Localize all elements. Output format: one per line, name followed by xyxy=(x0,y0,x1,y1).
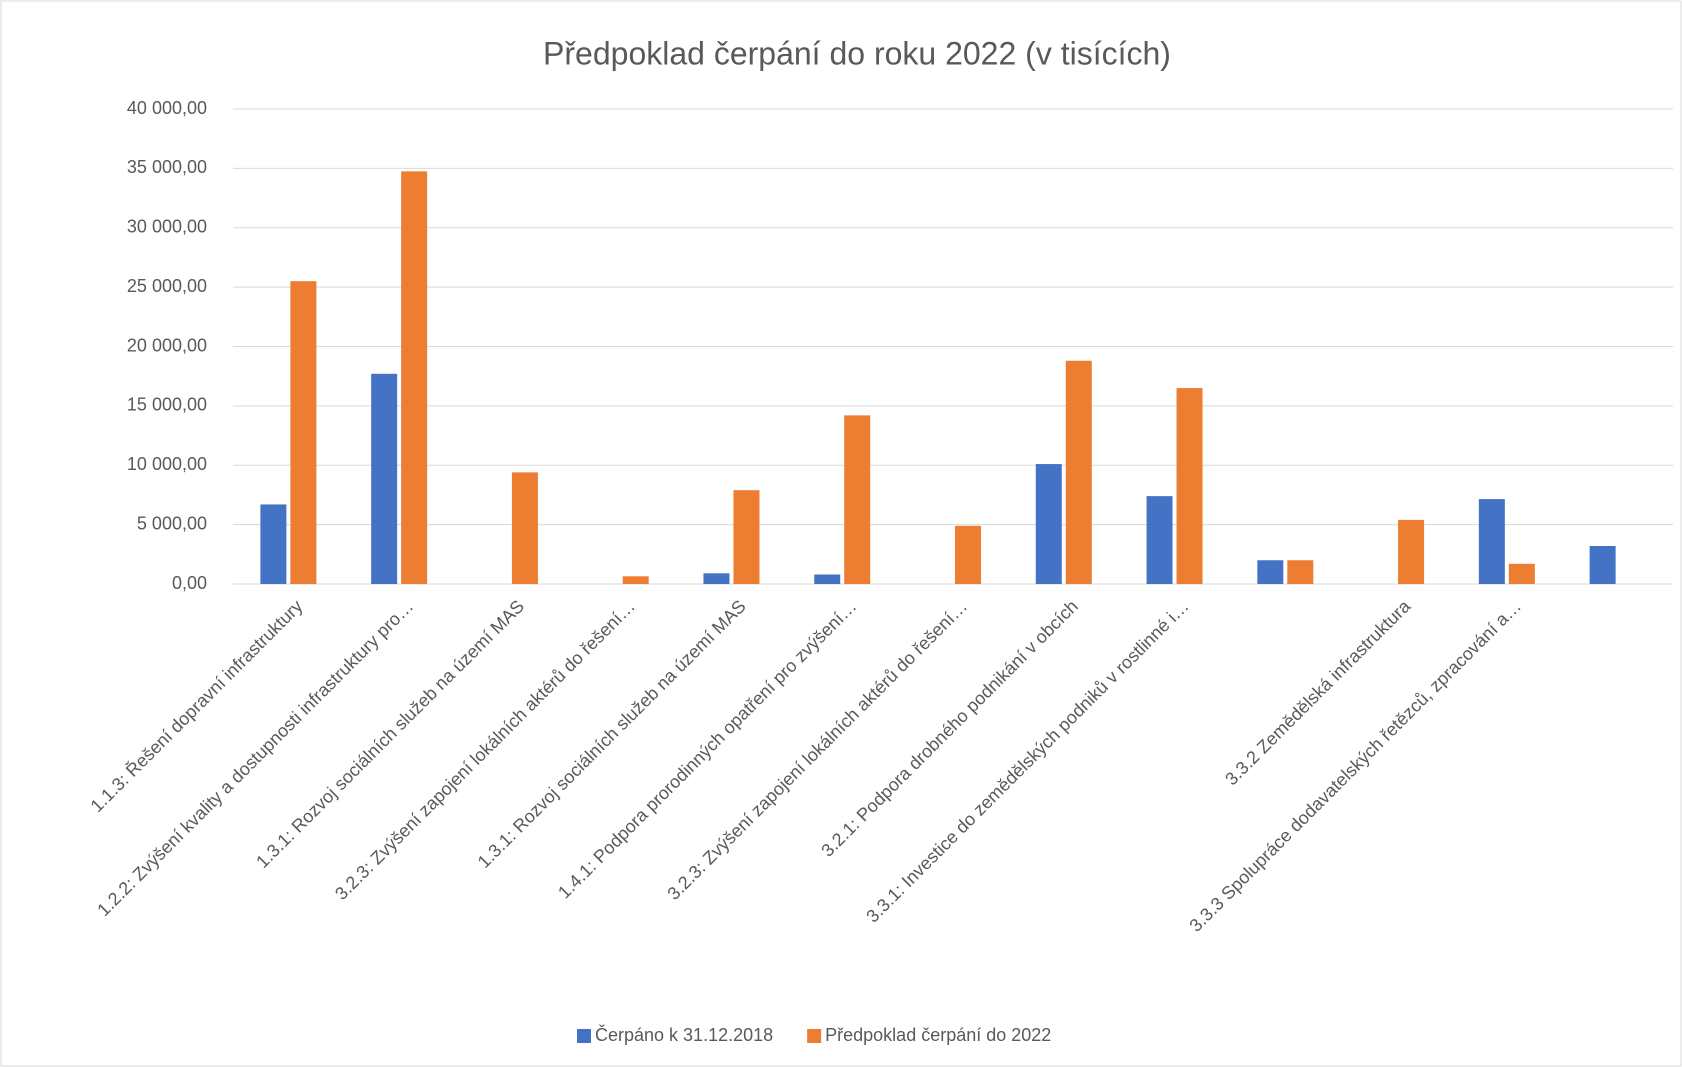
y-tick-label: 20 000,00 xyxy=(127,335,207,355)
bar xyxy=(1257,560,1284,584)
bar xyxy=(260,504,287,584)
y-tick-label: 5 000,00 xyxy=(137,513,207,533)
bar xyxy=(1478,499,1505,584)
y-tick-label: 0,00 xyxy=(172,573,207,593)
bar xyxy=(1065,360,1092,584)
legend-label: Předpoklad čerpání do 2022 xyxy=(825,1025,1051,1045)
bar xyxy=(622,576,649,584)
bar xyxy=(1146,496,1173,584)
chart-title: Předpoklad čerpání do roku 2022 (v tisíc… xyxy=(543,35,1171,71)
bar xyxy=(371,373,398,584)
legend-label: Čerpáno k 31.12.2018 xyxy=(595,1024,773,1045)
bar xyxy=(1287,560,1314,584)
bar xyxy=(290,281,317,584)
y-tick-label: 30 000,00 xyxy=(127,217,207,237)
bar xyxy=(1508,563,1535,584)
y-tick-label: 40 000,00 xyxy=(127,98,207,118)
bar xyxy=(511,472,538,584)
bar xyxy=(814,574,841,584)
legend-swatch xyxy=(577,1029,591,1043)
bar xyxy=(844,415,871,584)
bar xyxy=(703,573,730,584)
y-tick-label: 25 000,00 xyxy=(127,276,207,296)
bar xyxy=(955,525,981,584)
bar xyxy=(1035,464,1062,584)
y-tick-label: 35 000,00 xyxy=(127,157,207,177)
legend-swatch xyxy=(807,1029,822,1043)
bar xyxy=(1589,546,1616,584)
y-tick-label: 10 000,00 xyxy=(127,454,207,474)
bar xyxy=(401,171,428,584)
bar xyxy=(1176,388,1203,584)
bar xyxy=(1398,519,1425,584)
bar xyxy=(733,490,760,584)
y-tick-label: 15 000,00 xyxy=(127,395,207,415)
